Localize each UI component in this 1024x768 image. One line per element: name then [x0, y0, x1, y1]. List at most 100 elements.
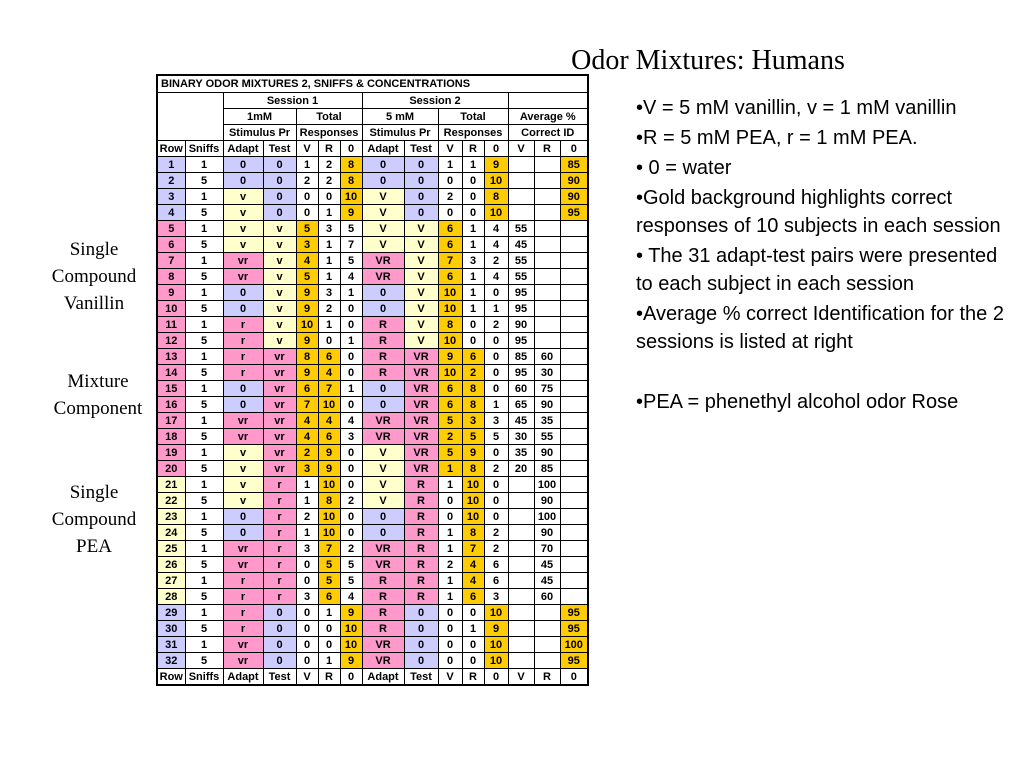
label-line: Vanillin — [63, 293, 125, 314]
table-cell: VR — [403, 412, 439, 429]
table-cell: 5 — [184, 268, 224, 285]
table-cell — [533, 204, 561, 221]
table-cell: 5 — [184, 428, 224, 445]
table-cell: 18 — [156, 428, 186, 445]
table-cell — [559, 540, 589, 557]
table-cell: r — [222, 332, 264, 349]
table-cell — [507, 508, 535, 525]
data-row: 7 1 vr v 4 1 5 VR V 7 3 2 55 — [156, 252, 589, 269]
table-cell: 8 — [437, 316, 463, 333]
table-cell: v — [262, 300, 297, 317]
table-cell: 35 — [507, 444, 535, 461]
table-cell: 0 — [295, 556, 319, 573]
table-cell: 23 — [156, 508, 186, 525]
table-cell — [507, 620, 535, 637]
table-cell: R — [403, 476, 439, 493]
table-cell: r — [222, 364, 264, 381]
table-cell: 24 — [156, 524, 186, 541]
table-cell: 1 — [184, 476, 224, 493]
table-cell: 55 — [507, 268, 535, 285]
table-cell — [507, 652, 535, 669]
table-cell: 1 — [437, 476, 463, 493]
table-cell: 0 — [295, 204, 319, 221]
footer-column-header: Sniffs — [184, 668, 224, 686]
table-cell: 0 — [339, 396, 363, 413]
table-cell: 20 — [156, 460, 186, 477]
table-cell: 5 — [437, 412, 463, 429]
table-title-row: BINARY ODOR MIXTURES 2, SNIFFS & CONCENT… — [156, 74, 589, 93]
table-cell: 90 — [533, 524, 561, 541]
table-cell: 0 — [461, 604, 485, 621]
table-cell: V — [361, 188, 405, 205]
table-cell: 1 — [461, 220, 485, 237]
table-cell: R — [361, 620, 405, 637]
table-cell: R — [361, 572, 405, 589]
footer-column-header: Test — [262, 668, 297, 686]
table-cell: VR — [361, 268, 405, 285]
table-cell: 2 — [317, 156, 341, 173]
table-cell: 5 — [184, 492, 224, 509]
table-cell: 0 — [403, 604, 439, 621]
table-cell: 60 — [533, 348, 561, 365]
table-cell: 1 — [437, 588, 463, 605]
table-cell: R — [361, 316, 405, 333]
table-cell: 10 — [295, 316, 319, 333]
notes-block: •V = 5 mM vanillin, v = 1 mM vanillin •R … — [636, 94, 1012, 418]
data-row: 25 1 vr r 3 7 2 VR R 1 7 2 70 — [156, 540, 589, 557]
table-cell: 0 — [437, 172, 463, 189]
table-cell — [559, 444, 589, 461]
table-cell: 0 — [222, 284, 264, 301]
table-cell: 100 — [559, 636, 589, 653]
table-cell: 1 — [437, 540, 463, 557]
table-cell: 2 — [437, 428, 463, 445]
table-cell: 30 — [507, 428, 535, 445]
table-cell: 6 — [317, 588, 341, 605]
table-cell: 10 — [437, 284, 463, 301]
table-cell: 6 — [483, 572, 509, 589]
table-cell: R — [361, 332, 405, 349]
note-bullet: •V = 5 mM vanillin, v = 1 mM vanillin — [636, 97, 957, 119]
table-cell: 6 — [295, 380, 319, 397]
table-cell: 1 — [295, 524, 319, 541]
table-cell: 0 — [262, 156, 297, 173]
table-cell: 10 — [483, 652, 509, 669]
table-cell: V — [361, 460, 405, 477]
table-cell: 30 — [156, 620, 186, 637]
table-cell: v — [262, 236, 297, 253]
table-cell: 0 — [483, 492, 509, 509]
table-cell — [559, 348, 589, 365]
table-cell: 1 — [184, 604, 224, 621]
table-cell: 1 — [317, 316, 341, 333]
table-cell: 10 — [339, 620, 363, 637]
note-spacer — [636, 358, 1012, 386]
table-cell: 0 — [262, 188, 297, 205]
data-row: 32 5 vr 0 0 1 9 VR 0 0 0 10 95 — [156, 652, 589, 669]
table-cell: vr — [222, 652, 264, 669]
note-bullet: • 0 = water — [636, 157, 732, 179]
table-cell: 90 — [533, 492, 561, 509]
table-cell: 1 — [184, 444, 224, 461]
table-cell — [507, 492, 535, 509]
note-bullet: •R = 5 mM PEA, r = 1 mM PEA. — [636, 127, 918, 149]
table-cell: v — [262, 252, 297, 269]
table-cell: 3 — [295, 588, 319, 605]
table-cell: 1 — [437, 572, 463, 589]
data-row: 21 1 v r 1 10 0 V R 1 10 0 100 — [156, 476, 589, 493]
table-cell: v — [222, 204, 264, 221]
table-cell: 0 — [262, 636, 297, 653]
table-cell: 2 — [295, 444, 319, 461]
table-cell: R — [403, 508, 439, 525]
blank-header — [156, 92, 224, 141]
table-cell: 0 — [403, 156, 439, 173]
table-cell: 9 — [156, 284, 186, 301]
group-header: Total — [295, 108, 363, 125]
table-cell — [533, 188, 561, 205]
table-cell: 3 — [317, 220, 341, 237]
table-cell: v — [262, 220, 297, 237]
table-cell — [533, 332, 561, 349]
table-cell: 0 — [483, 332, 509, 349]
footer-column-header: V — [437, 668, 463, 686]
table-cell — [533, 636, 561, 653]
table-cell — [559, 428, 589, 445]
table-cell: 5 — [184, 204, 224, 221]
